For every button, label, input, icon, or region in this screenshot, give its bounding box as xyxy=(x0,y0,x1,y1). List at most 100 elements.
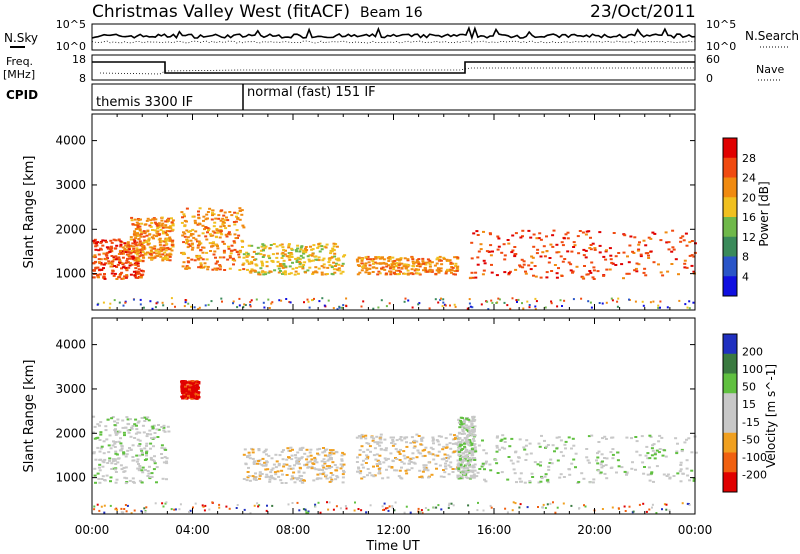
heatmap-cell xyxy=(645,445,649,448)
heatmap-cell xyxy=(597,469,601,472)
heatmap-cell xyxy=(419,443,423,446)
heatmap-cell xyxy=(248,262,252,265)
heatmap-cell xyxy=(140,510,143,513)
heatmap-cell xyxy=(539,480,543,483)
heatmap-cell xyxy=(274,453,278,456)
heatmap-cell xyxy=(387,465,391,468)
heatmap-cell xyxy=(456,268,460,271)
heatmap-cell xyxy=(326,501,328,504)
heatmap-cell xyxy=(400,466,403,469)
heatmap-cell xyxy=(461,417,465,420)
heatmap-cell xyxy=(456,256,460,259)
heatmap-cell xyxy=(354,501,356,504)
heatmap-cell xyxy=(162,304,165,307)
heatmap-cell xyxy=(99,421,103,424)
heatmap-cell xyxy=(152,445,155,448)
heatmap-cell xyxy=(582,477,586,480)
heatmap-cell xyxy=(322,263,326,266)
heatmap-cell xyxy=(193,306,196,309)
heatmap-cell xyxy=(109,239,113,242)
heatmap-cell xyxy=(581,231,585,234)
heatmap-cell xyxy=(506,239,510,241)
heatmap-cell xyxy=(132,270,136,273)
heatmap-cell xyxy=(463,469,467,472)
heatmap-cell xyxy=(197,210,200,213)
heatmap-cell xyxy=(121,419,125,422)
heatmap-cell xyxy=(238,210,242,212)
heatmap-cell xyxy=(663,449,667,452)
heatmap-cell xyxy=(186,260,190,263)
heatmap-cell xyxy=(601,460,604,463)
heatmap-cell xyxy=(389,265,393,268)
heatmap-cell xyxy=(117,258,121,261)
heatmap-cell xyxy=(428,259,432,262)
heatmap-cell xyxy=(458,446,462,449)
heatmap-cell xyxy=(104,253,108,256)
heatmap-cell xyxy=(460,439,464,442)
heatmap-cell xyxy=(320,245,324,248)
heatmap-cell xyxy=(457,470,461,472)
heatmap-cell xyxy=(631,250,635,253)
heatmap-cell xyxy=(98,509,101,512)
heatmap-cell xyxy=(422,466,426,469)
heatmap-cell xyxy=(586,459,590,462)
heatmap-cell xyxy=(343,254,347,257)
heatmap-cell xyxy=(164,240,168,243)
heatmap-cell xyxy=(444,437,448,440)
heatmap-cell xyxy=(596,452,599,455)
heatmap-cell xyxy=(531,256,535,259)
heatmap-cell xyxy=(96,436,100,439)
heatmap-cell xyxy=(102,452,106,455)
heatmap-cell xyxy=(105,257,109,260)
heatmap-cell xyxy=(427,461,431,464)
heatmap-cell xyxy=(226,258,230,261)
heatmap-cell xyxy=(170,244,174,247)
heatmap-cell xyxy=(521,235,524,238)
heatmap-cell xyxy=(275,460,279,463)
heatmap-cell xyxy=(185,387,189,390)
heatmap-cell xyxy=(406,272,410,275)
heatmap-cell xyxy=(482,259,486,262)
heatmap-cell xyxy=(424,263,428,266)
heatmap-cell xyxy=(380,262,384,265)
heatmap-cell xyxy=(123,508,126,510)
heatmap-cell xyxy=(523,481,527,484)
heatmap-cell xyxy=(365,269,369,272)
heatmap-cell xyxy=(153,455,156,458)
heatmap-cell xyxy=(650,447,654,450)
heatmap-cell xyxy=(114,239,118,242)
heatmap-cell xyxy=(353,509,356,512)
heatmap-cell xyxy=(521,229,525,232)
heatmap-cell xyxy=(116,263,120,266)
heatmap-cell xyxy=(191,394,195,396)
heatmap-cell xyxy=(201,232,205,235)
heatmap-cell xyxy=(572,458,576,461)
heatmap-cell xyxy=(646,452,650,455)
heatmap-cell xyxy=(533,461,537,464)
heatmap-cell xyxy=(319,511,322,514)
heatmap-cell xyxy=(122,466,126,469)
heatmap-cell xyxy=(357,466,360,469)
heatmap-cell xyxy=(154,218,158,221)
heatmap-cell xyxy=(183,305,186,308)
heatmap-cell xyxy=(588,270,592,272)
heatmap-cell xyxy=(584,249,588,252)
heatmap-cell xyxy=(252,461,256,464)
heatmap-cell xyxy=(282,262,286,265)
heatmap-cell xyxy=(633,236,637,239)
heatmap-cell xyxy=(110,272,114,275)
heatmap-cell xyxy=(362,459,365,462)
heatmap-cell xyxy=(518,506,521,509)
heatmap-cell xyxy=(168,255,172,258)
heatmap-cell xyxy=(317,256,321,259)
heatmap-cell xyxy=(507,242,511,245)
heatmap-cell xyxy=(465,428,469,431)
heatmap-cell xyxy=(590,261,594,264)
heatmap-cell xyxy=(611,457,615,460)
heatmap-cell xyxy=(337,263,341,266)
heatmap-cell xyxy=(553,264,557,266)
heatmap-cell xyxy=(126,449,130,452)
heatmap-cell xyxy=(119,464,123,467)
heatmap-cell xyxy=(518,264,522,267)
heatmap-cell xyxy=(467,469,471,472)
